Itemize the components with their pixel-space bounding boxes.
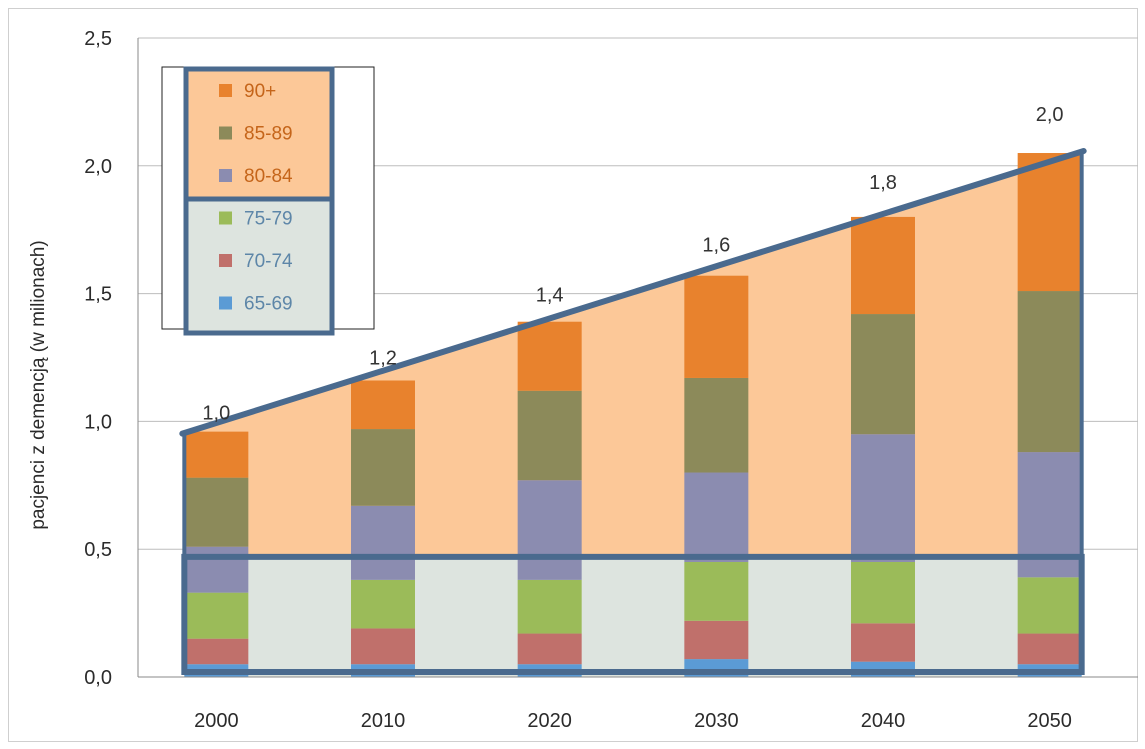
x-tick-label: 2050 bbox=[1027, 710, 1072, 732]
bar-segment-75-79 bbox=[351, 579, 415, 629]
y-axis-title: pacjenci z demencją (w milionach) bbox=[28, 240, 49, 529]
bar-segment-85-89 bbox=[351, 429, 415, 506]
bar-segment-75-79 bbox=[517, 579, 582, 634]
bar-segment-85-89 bbox=[684, 377, 749, 473]
y-tick-label: 2,5 bbox=[84, 28, 112, 50]
legend: 90+ 85-89 80-84 75-79 70-74 65-69 bbox=[161, 66, 375, 336]
bar-segment-80-84 bbox=[351, 505, 415, 580]
x-tick-label: 2020 bbox=[527, 710, 572, 732]
total-data-label: 1,0 bbox=[202, 403, 230, 425]
legend-label-90+: 90+ bbox=[244, 81, 276, 102]
y-tick-label: 0,5 bbox=[84, 539, 112, 561]
total-data-label: 1,4 bbox=[536, 285, 564, 307]
legend-lower-band bbox=[186, 199, 332, 333]
legend-swatch-85-89 bbox=[219, 126, 232, 140]
legend-swatch-75-79 bbox=[219, 211, 232, 225]
legend-swatch-80-84 bbox=[219, 169, 232, 182]
bar-segment-70-74 bbox=[1017, 633, 1082, 665]
bar-segment-80-84 bbox=[851, 434, 915, 562]
bar-segment-85-89 bbox=[517, 390, 582, 481]
bar-segment-90+ bbox=[351, 380, 415, 430]
legend-upper-band bbox=[186, 69, 332, 199]
bar-segment-90+ bbox=[517, 321, 582, 391]
x-tick-label: 2000 bbox=[194, 710, 239, 732]
bar-segment-75-79 bbox=[1017, 577, 1082, 634]
bar-segment-90+ bbox=[1017, 153, 1082, 292]
bar-segment-90+ bbox=[851, 216, 915, 315]
bars bbox=[184, 153, 1082, 677]
legend-label-85-89: 85-89 bbox=[244, 124, 293, 145]
lower-age-region bbox=[184, 556, 1082, 677]
legend-label-75-79: 75-79 bbox=[244, 209, 293, 230]
x-tick-label: 2010 bbox=[361, 710, 406, 732]
total-data-label: 1,2 bbox=[369, 348, 397, 370]
bar-segment-70-74 bbox=[851, 623, 915, 662]
bar-segment-70-74 bbox=[517, 633, 582, 665]
bar-segment-90+ bbox=[684, 275, 749, 378]
y-tick-label: 2,0 bbox=[84, 156, 112, 178]
y-tick-label: 0,0 bbox=[84, 667, 112, 689]
legend-swatch-70-74 bbox=[219, 254, 232, 267]
total-data-label: 1,6 bbox=[702, 235, 730, 257]
y-tick-label: 1,5 bbox=[84, 284, 112, 306]
data-labels: 1,0 1,2 1,4 1,6 1,8 2,0 bbox=[202, 104, 1063, 425]
legend-swatch-65-69 bbox=[219, 296, 232, 310]
highlight-outlines bbox=[179, 148, 1087, 675]
bar-segment-70-74 bbox=[184, 638, 249, 665]
bar-segment-80-84 bbox=[684, 472, 749, 562]
bar-segment-85-89 bbox=[851, 314, 915, 435]
trend-line bbox=[179, 148, 1087, 437]
bar-segment-80-84 bbox=[184, 546, 249, 593]
axes: 0,0 0,5 1,0 1,5 2,0 2,5 2000 2010 2020 2030 2040 20… bbox=[84, 28, 1138, 732]
bar-segment-70-74 bbox=[351, 628, 415, 665]
total-data-label: 1,8 bbox=[869, 172, 897, 194]
legend-label-80-84: 80-84 bbox=[244, 166, 293, 187]
bar-segment-75-79 bbox=[184, 592, 249, 639]
bar-segment-85-89 bbox=[184, 477, 249, 547]
bar-segment-90+ bbox=[184, 431, 249, 478]
legend-swatch-90+ bbox=[219, 84, 232, 97]
x-tick-label: 2030 bbox=[694, 710, 739, 732]
bar-segment-80-84 bbox=[517, 480, 582, 580]
lower-region-outline bbox=[181, 553, 1085, 675]
bar-segment-85-89 bbox=[1017, 291, 1082, 453]
x-tick-label: 2040 bbox=[861, 710, 906, 732]
bar-segment-70-74 bbox=[684, 620, 749, 660]
y-tick-label: 1,0 bbox=[84, 411, 112, 433]
legend-label-70-74: 70-74 bbox=[244, 251, 293, 272]
bar-segment-75-79 bbox=[684, 561, 749, 621]
legend-label-65-69: 65-69 bbox=[244, 294, 293, 315]
bar-segment-75-79 bbox=[851, 561, 915, 624]
total-data-label: 2,0 bbox=[1036, 104, 1064, 126]
